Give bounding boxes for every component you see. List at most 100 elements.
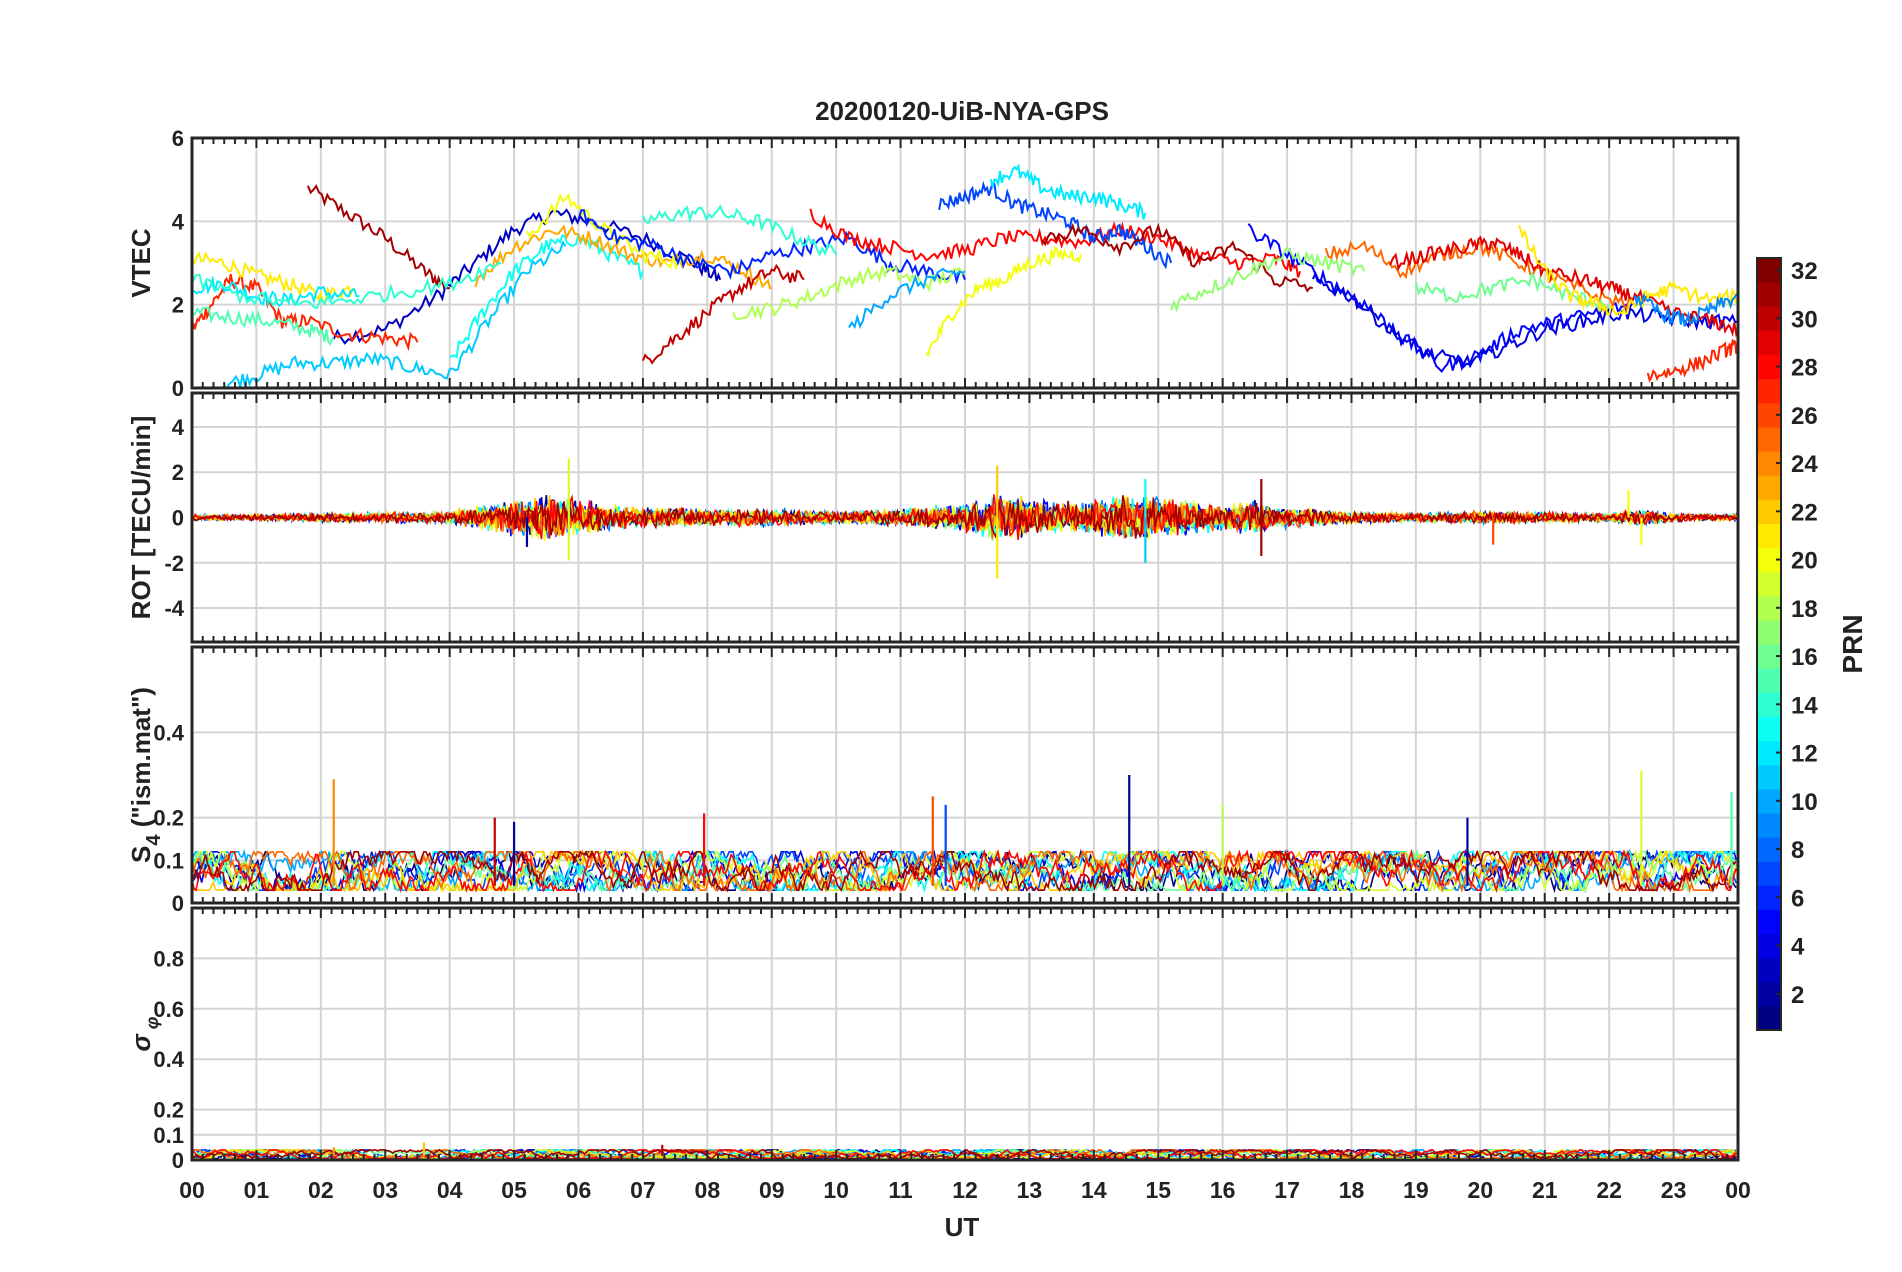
colorbar-tick-label: 6 — [1791, 885, 1804, 912]
colorbar-swatch — [1757, 957, 1781, 983]
colorbar-tick-label: 14 — [1791, 692, 1818, 719]
colorbar-swatch — [1757, 619, 1781, 645]
series-line-prn-28 — [192, 848, 1737, 894]
series-group — [192, 770, 1737, 894]
series-line-prn-30 — [641, 263, 805, 365]
y-tick-label: 6 — [172, 126, 184, 151]
x-ticks — [191, 908, 1739, 1160]
x-tick-label: 23 — [1661, 1177, 1687, 1203]
colorbar-swatch — [1757, 909, 1781, 935]
colorbar-tick-label: 32 — [1791, 258, 1818, 285]
x-ticks — [191, 138, 1739, 388]
panel-rot: -4 -2 0 2 4 ROT [TECU/min] — [126, 391, 1740, 644]
series-group — [192, 458, 1738, 579]
series-line-prn-13 — [449, 233, 644, 359]
colorbar-tick-label: 26 — [1791, 403, 1818, 430]
y-tick-label: 0.6 — [153, 997, 184, 1022]
series-line-prn-14 — [641, 204, 838, 257]
x-tick-label: 22 — [1596, 1177, 1622, 1203]
panel-s4: 0 0.1 0.2 0.4S4 ("ism.mat") — [126, 645, 1740, 916]
colorbar-swatch — [1757, 764, 1781, 790]
colorbar-tick-label: 20 — [1791, 548, 1818, 575]
colorbar-swatch — [1757, 716, 1781, 742]
colorbar-tick-label: 24 — [1791, 451, 1818, 478]
series-line-prn-27 — [192, 273, 419, 352]
y-tick-label: -4 — [164, 596, 184, 621]
x-tick-label: 07 — [630, 1177, 656, 1203]
series-line-prn-20 — [925, 245, 1082, 358]
colorbar-tick-label: 18 — [1791, 596, 1818, 623]
x-tick-label: 17 — [1274, 1177, 1300, 1203]
colorbar-tick-label: 16 — [1791, 644, 1818, 671]
y-tick-label: 0.1 — [153, 1123, 184, 1148]
series-line-prn-1 — [192, 848, 1737, 894]
series-line-prn-16 — [1414, 270, 1611, 312]
y-tick-label: 0.1 — [153, 848, 184, 873]
series-line-prn-25 — [192, 848, 1737, 894]
series-line-prn-5 — [1247, 223, 1636, 373]
x-tick-label: 11 — [888, 1177, 913, 1203]
x-tick-label: 00 — [179, 1177, 205, 1203]
series-line-prn-15 — [192, 306, 335, 347]
colorbar-swatch — [1757, 330, 1781, 356]
series-line-prn-14 — [192, 262, 502, 310]
y-tick-label: 0 — [172, 376, 184, 401]
x-tick-label: 00 — [1725, 1177, 1751, 1203]
colorbar-frame — [1756, 257, 1782, 1031]
x-tick-label: 18 — [1339, 1177, 1365, 1203]
colorbar-tick-label: 8 — [1791, 837, 1804, 864]
panel-vtec: 0 2 4 6 VTEC — [126, 126, 1740, 401]
chart-title: 20200120-UiB-NYA-GPS — [815, 96, 1109, 126]
series-line-prn-18 — [732, 265, 966, 321]
colorbar-tick-label: 30 — [1791, 306, 1818, 333]
y-axis-label: σ φ — [126, 1016, 162, 1051]
series-line-prn-12 — [989, 163, 1147, 220]
y-tick-label: 0 — [172, 1148, 184, 1173]
colorbar-tick-label: 12 — [1791, 741, 1818, 768]
series-line-prn-20 — [526, 192, 683, 271]
x-tick-label: 21 — [1532, 1177, 1558, 1203]
colorbar-swatch — [1757, 282, 1781, 307]
colorbar-swatch — [1757, 523, 1781, 549]
series-line-prn-31 — [1041, 222, 1313, 293]
y-tick-label: 0.4 — [153, 720, 184, 745]
series-line-prn-23 — [474, 224, 772, 290]
y-tick-label: 0.2 — [153, 806, 184, 831]
colorbar-swatch — [1757, 426, 1781, 452]
y-tick-label: 0.2 — [153, 1098, 184, 1123]
series-line-prn-28 — [809, 208, 1301, 278]
x-tick-label: 19 — [1403, 1177, 1429, 1203]
colorbar-tick-label: 22 — [1791, 499, 1818, 526]
series-line-prn-10 — [848, 267, 966, 330]
colorbar-swatch — [1757, 378, 1781, 404]
colorbar-swatch — [1757, 1005, 1781, 1031]
y-tick-label: 0.8 — [153, 946, 184, 971]
y-tick-label: 0.4 — [153, 1047, 184, 1072]
colorbar-swatch — [1757, 668, 1781, 693]
colorbar-swatch — [1757, 475, 1781, 500]
x-tick-label: 05 — [501, 1177, 527, 1203]
series-line-prn-21 — [192, 251, 354, 304]
series-line-prn-21 — [1518, 224, 1738, 317]
series-line-prn-25 — [1324, 240, 1636, 311]
x-tick-label: 04 — [437, 1177, 463, 1203]
series-line-prn-22 — [192, 849, 1737, 893]
colorbar-tick-label: 28 — [1791, 355, 1818, 382]
y-tick-label: 4 — [172, 415, 185, 440]
panel-sigma_phi: 00.10.2 0.4 0.6 0.8 σ φ — [126, 906, 1740, 1173]
series-line-prn-17 — [1170, 245, 1366, 313]
colorbar-swatch — [1757, 571, 1781, 597]
colorbar-tick-label: 2 — [1791, 982, 1804, 1009]
y-tick-label: 4 — [172, 209, 185, 234]
x-axis-label: UT — [945, 1212, 980, 1242]
x-tick-label: 15 — [1145, 1177, 1171, 1203]
x-ticks — [191, 393, 1739, 642]
y-axis-label: VTEC — [126, 228, 156, 298]
series-line-prn-7 — [938, 180, 1173, 270]
series-line-prn-3 — [332, 208, 722, 345]
y-axis-label: ROT [TECU/min] — [126, 416, 156, 620]
series-line-prn-9 — [1633, 292, 1738, 327]
y-tick-label: 2 — [172, 293, 184, 318]
series-group — [192, 163, 1738, 388]
